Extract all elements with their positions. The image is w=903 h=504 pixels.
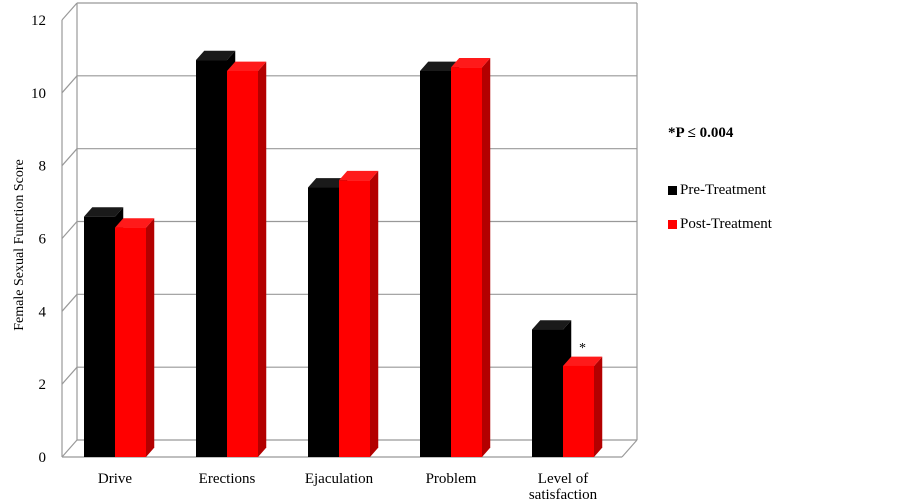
x-tick-label-0: Drive — [98, 471, 132, 487]
legend-label-pre-treatment: Pre-Treatment — [680, 181, 767, 198]
bars — [84, 50, 603, 458]
legend: *P ≤ 0.004 Pre-Treatment Post-Treatment — [668, 125, 898, 248]
x-tick-label-4-line-1: satisfaction — [529, 487, 598, 503]
significance-note: *P ≤ 0.004 — [668, 125, 734, 141]
significance-asterisk-0: * — [579, 341, 586, 356]
bar-side-4-1 — [594, 356, 603, 457]
bar-2-1 — [339, 180, 370, 457]
y-tick-label-2: 4 — [39, 304, 47, 320]
bar-top-0-1 — [115, 218, 155, 228]
gridline-diagonal-1 — [61, 366, 78, 385]
gridline-diagonal-4 — [61, 148, 78, 167]
legend-label-post-treatment: Post-Treatment — [680, 215, 772, 232]
y-tick-label-0: 0 — [39, 450, 47, 466]
legend-swatch-pre-treatment — [668, 185, 677, 195]
labels: 0 2 4 6 8 10 12 Drive Erections Ejaculation Proble… — [31, 13, 598, 503]
bar-3-1 — [451, 67, 482, 457]
bar-1-0 — [196, 60, 227, 457]
bar-top-3-0 — [420, 61, 460, 71]
bar-top-2-1 — [339, 170, 379, 181]
bar-1-1 — [227, 70, 258, 457]
bar-side-3-1 — [482, 57, 491, 457]
bar-top-1-1 — [227, 61, 267, 71]
gridline-diagonal-6 — [61, 2, 78, 21]
legend-swatch-post-treatment — [668, 219, 677, 229]
y-tick-label-6: 12 — [31, 13, 46, 29]
floor-right-edge — [621, 439, 638, 458]
bar-3-0 — [420, 70, 451, 457]
bar-top-3-1 — [451, 57, 491, 68]
gridline-diagonal-2 — [61, 293, 78, 312]
bar-side-2-1 — [370, 170, 379, 457]
x-tick-label-2: Ejaculation — [305, 471, 374, 487]
y-tick-label-4: 8 — [39, 159, 47, 175]
bar-top-4-0 — [532, 320, 572, 330]
bar-top-0-0 — [84, 207, 124, 217]
y-tick-label-5: 10 — [31, 86, 46, 102]
y-axis-title: Female Sexual Function Score — [12, 159, 27, 330]
x-tick-label-3: Problem — [426, 471, 477, 487]
legend-item-post-treatment: Post-Treatment — [668, 214, 898, 234]
y-tick-label-1: 2 — [39, 377, 47, 393]
bar-0-0 — [84, 216, 115, 457]
gridline-diagonal-0 — [61, 439, 78, 458]
bar-4-0 — [532, 329, 563, 457]
gridline-diagonal-5 — [61, 75, 78, 94]
bar-side-1-1 — [258, 61, 267, 458]
bar-top-4-1 — [563, 356, 603, 366]
bar-top-2-0 — [308, 178, 348, 188]
bar-side-0-1 — [146, 218, 155, 457]
gridline-diagonal-3 — [61, 221, 78, 239]
legend-item-pre-treatment: Pre-Treatment — [668, 180, 898, 200]
bar-2-0 — [308, 187, 339, 457]
bar-4-1 — [563, 365, 594, 457]
bar-top-1-0 — [196, 50, 236, 61]
y-tick-label-3: 6 — [39, 232, 47, 248]
x-tick-label-1: Erections — [199, 471, 256, 487]
x-tick-label-4-line-0: Level of — [538, 471, 588, 487]
bar-0-1 — [115, 227, 146, 457]
